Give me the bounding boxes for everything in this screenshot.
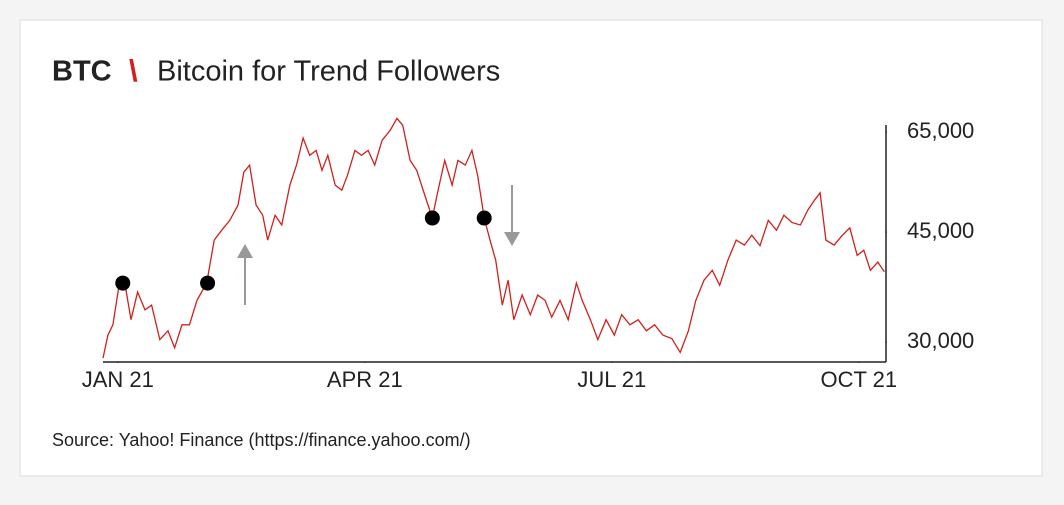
separator: \ xyxy=(129,53,138,88)
price-line xyxy=(102,117,885,359)
x-tick-label: JAN 21 xyxy=(82,367,154,392)
x-tick-label: OCT 21 xyxy=(821,367,898,392)
y-tick-label: 30,000 xyxy=(907,328,974,353)
signal-marker xyxy=(200,275,216,291)
ticker: BTC xyxy=(52,56,112,88)
signal-marker xyxy=(476,210,492,226)
source: Source: Yahoo! Finance (https://finance.… xyxy=(52,430,471,450)
signal-marker xyxy=(424,210,440,226)
x-tick-label: APR 21 xyxy=(327,367,403,392)
x-tick-label: JUL 21 xyxy=(577,367,646,392)
signal-marker xyxy=(115,275,131,291)
chart-title: Bitcoin for Trend Followers xyxy=(157,56,500,88)
y-tick-label: 65,000 xyxy=(907,118,974,143)
arrow-head xyxy=(504,232,520,246)
arrow-head xyxy=(237,244,253,258)
y-tick-label: 45,000 xyxy=(907,218,974,243)
card xyxy=(19,19,1043,477)
